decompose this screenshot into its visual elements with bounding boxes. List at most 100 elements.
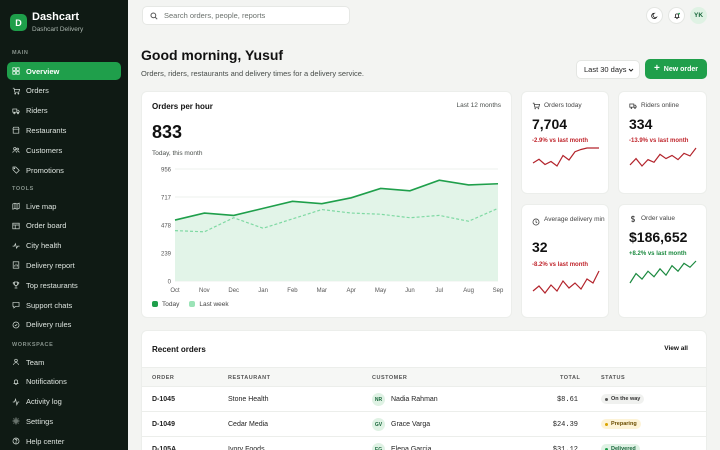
date-range-select[interactable]: Last 30 days [576,60,640,79]
orders-per-hour-card: Orders per hour Last 12 months 833 Today… [141,91,512,318]
order-id[interactable]: D-105A [152,446,177,450]
stat-change: -13.9% vs last month [629,138,689,144]
customer-name: Elena Garcia [391,446,432,450]
sidebar-item-orders[interactable]: Orders [7,82,121,100]
topbar: YK [128,0,720,32]
customer-cell: NR Nadia Rahman [372,393,438,406]
sidebar-section-label: TOOLS [12,186,34,192]
order-id[interactable]: D-1045 [152,396,175,403]
x-tick-label: Jun [405,288,415,294]
search-box[interactable] [142,6,350,25]
sidebar-item-delivery-rules[interactable]: Delivery rules [7,316,121,334]
x-tick-label: Jul [435,288,443,294]
sidebar-item-label: Help center [26,436,65,446]
team-icon [13,358,19,366]
sidebar-item-top-restaurants[interactable]: Top restaurants [7,276,121,294]
grid-icon [12,67,20,75]
stat-average-delivery: Average delivery min 32 -8.2% vs last mo… [521,204,609,318]
sidebar-item-label: Notifications [26,377,67,387]
sidebar-item-delivery-report[interactable]: Delivery report [7,256,121,274]
table-row[interactable]: D-1045 Stone Health NR Nadia Rahman $8.61 On … [142,387,706,412]
order-total: $31.12 [552,446,578,450]
column-header[interactable]: STATUS [601,375,626,381]
orders-per-hour-value: 833 [152,122,183,142]
date-range-value: Last 30 days [584,65,627,74]
customer-cell: EG Elena Garcia [372,443,431,450]
customer-avatar: NR [372,393,385,406]
chart-range[interactable]: Last 12 months [456,102,501,109]
stat-value: 7,704 [532,116,568,132]
chevron-down-icon [628,68,634,72]
y-tick-label: 239 [161,252,172,258]
stat-value: 334 [629,116,653,132]
notifications-button[interactable] [668,7,685,24]
sidebar-item-label: Orders [26,86,49,96]
recent-orders-title: Recent orders [152,345,206,354]
sidebar-item-restaurants[interactable]: Restaurants [7,121,121,139]
new-order-button[interactable]: + New order [645,59,707,79]
sidebar-item-label: Delivery report [26,260,75,270]
sidebar-item-customers[interactable]: Customers [7,141,121,159]
table-row[interactable]: D-105A Ivory Foods EG Elena Garcia $31.12 Del… [142,437,706,450]
user-avatar[interactable]: YK [690,7,707,24]
search-input[interactable] [164,11,334,20]
order-total: $8.61 [556,396,578,404]
series-line-last-week [174,207,499,233]
sidebar-item-help-center[interactable]: Help center [7,432,121,450]
order-id[interactable]: D-1049 [152,421,175,428]
moon-icon [650,12,658,19]
sidebar-item-live-map[interactable]: Live map [7,197,121,215]
brand[interactable]: D Dashcart Dashcart Delivery [10,11,83,34]
sidebar-section-label: MAIN [12,50,29,56]
customer-cell: GV Grace Varga [372,418,430,431]
sidebar-item-label: City health [26,241,62,251]
sidebar-item-team[interactable]: Team [7,353,121,371]
sidebar-item-label: Delivery rules [26,320,72,330]
column-header[interactable]: ORDER [152,375,175,381]
sidebar-item-support-chats[interactable]: Support chats [7,296,121,314]
theme-toggle-button[interactable] [646,7,663,24]
sidebar-item-city-health[interactable]: City health [7,237,121,255]
status-label: On the way [611,396,641,402]
sidebar-item-order-board[interactable]: Order board [7,217,121,235]
legend-today: Today [152,301,179,308]
column-header[interactable]: TOTAL [560,375,581,381]
x-tick-label: Sep [493,288,504,294]
sidebar-item-promotions[interactable]: Promotions [7,161,121,179]
column-header[interactable]: CUSTOMER [372,375,408,381]
brand-name: Dashcart [32,11,80,23]
restaurant-name: Cedar Media [228,421,269,428]
table-row[interactable]: D-1049 Cedar Media GV Grace Varga $24.39 Prep… [142,412,706,437]
sidebar-item-settings[interactable]: Settings [7,412,121,430]
sidebar-item-label: Settings [26,416,54,426]
sidebar-item-activity-log[interactable]: Activity log [7,393,121,411]
x-tick-label: Apr [347,288,356,294]
sidebar-item-notifications[interactable]: Notifications [7,373,121,391]
customer-avatar: EG [372,443,385,450]
x-tick-label: Nov [199,288,210,294]
customer-name: Grace Varga [391,421,431,428]
y-tick-label: 478 [161,224,172,230]
users-icon [12,147,20,154]
sidebar-item-label: Live map [26,201,57,211]
today-area [175,180,498,281]
sidebar-item-label: Overview [26,66,60,76]
sparkline [532,147,599,167]
trophy-icon [12,281,20,289]
sidebar-item-label: Team [26,357,45,367]
new-order-label: New order [663,65,699,73]
stat-value: $186,652 [629,229,688,245]
column-header[interactable]: RESTAURANT [228,375,271,381]
sidebar-item-overview[interactable]: Overview [7,62,121,80]
cart-icon [12,87,20,95]
stat-change: -8.2% vs last month [532,262,589,268]
view-all-link[interactable]: View all [664,345,688,352]
x-tick-label: Aug [463,288,474,294]
order-total: $24.39 [552,421,578,429]
clock-icon [532,218,540,226]
sidebar-item-label: Riders [26,106,48,116]
sidebar-item-riders[interactable]: Riders [7,102,121,120]
activity-icon [12,397,20,406]
sparkline [532,270,600,294]
page-subtitle: Orders, riders, restaurants and delivery… [141,69,364,78]
